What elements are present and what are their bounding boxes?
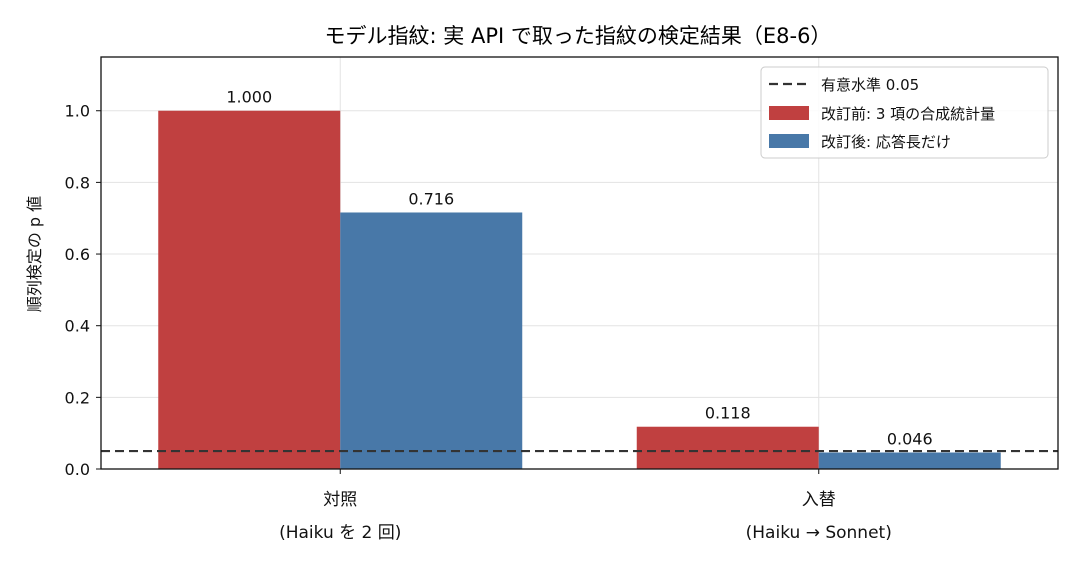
data-label: 0.716: [408, 189, 454, 208]
bar: [818, 452, 1001, 469]
bar: [158, 110, 341, 469]
data-label: 0.046: [887, 430, 933, 449]
y-axis-label: 順列検定の p 値: [25, 196, 44, 312]
legend-swatch: [769, 106, 809, 120]
plot-frame: [100, 56, 1059, 470]
legend-box: [760, 66, 1049, 159]
data-label: 0.118: [705, 404, 751, 423]
y-tick-label: 0.2: [65, 388, 90, 407]
legend-label: 改訂後: 応答長だけ: [821, 133, 951, 151]
x-tick-label: 対照: [323, 490, 357, 510]
legend-label: 改訂前: 3 項の合成統計量: [821, 105, 995, 123]
y-ticks: 0.0 0.2 0.4 0.6 0.8 1.0: [65, 102, 101, 479]
chart-title: モデル指紋: 実 API で取った指紋の検定結果（E8-6）: [325, 24, 832, 48]
x-tick-label: (Haiku → Sonnet): [746, 523, 892, 543]
data-label: 1.000: [226, 88, 272, 107]
x-tick-label: (Haiku を 2 回): [279, 523, 401, 543]
legend-swatch: [769, 134, 809, 148]
y-tick-label: 1.0: [65, 102, 90, 121]
legend-label: 有意水準 0.05: [821, 76, 919, 94]
y-tick-label: 0.0: [65, 460, 90, 479]
y-tick-label: 0.4: [65, 317, 90, 336]
x-tick-label: 入替: [802, 490, 836, 510]
bars: [158, 110, 1001, 469]
data-labels: 1.000 0.716 0.118 0.046: [226, 88, 932, 449]
y-tick-label: 0.8: [65, 173, 90, 192]
x-ticks: 対照 (Haiku を 2 回) 入替 (Haiku → Sonnet): [279, 469, 892, 543]
y-tick-label: 0.6: [65, 245, 90, 264]
bar: [636, 426, 819, 469]
bar: [340, 212, 523, 469]
